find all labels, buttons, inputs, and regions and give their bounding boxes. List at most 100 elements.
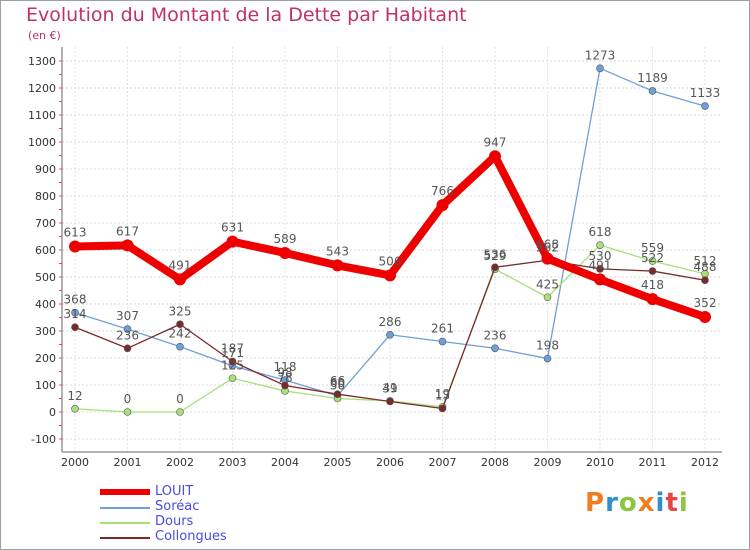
chart-subtitle: (en €) <box>28 29 61 42</box>
data-label: 98 <box>277 366 292 380</box>
legend-label: Collongues <box>155 529 227 544</box>
y-tick-label: 600 <box>35 244 56 257</box>
y-tick-label: 1200 <box>28 82 56 95</box>
data-label: 1273 <box>585 48 616 62</box>
data-label: 613 <box>64 225 87 239</box>
data-point <box>386 330 394 339</box>
data-label: 491 <box>169 258 192 272</box>
data-label: 512 <box>694 254 717 268</box>
data-label: 425 <box>536 277 559 291</box>
chart-title: Evolution du Montant de la Dette par Hab… <box>26 4 467 26</box>
x-tick-label: 2010 <box>586 456 614 469</box>
data-label: 171 <box>221 346 244 360</box>
x-tick-label: 2001 <box>114 456 142 469</box>
data-label: 41 <box>382 381 397 395</box>
data-label: 543 <box>326 244 349 258</box>
data-label: 66 <box>330 374 345 388</box>
x-tick-label: 2009 <box>534 456 562 469</box>
data-label: 198 <box>536 339 559 353</box>
y-tick-label: -100 <box>31 433 56 446</box>
data-point <box>71 308 79 317</box>
data-label: 631 <box>221 221 244 235</box>
data-point <box>123 344 132 353</box>
legend-label: Dours <box>155 514 194 529</box>
logo-letter: r <box>605 488 619 518</box>
data-point <box>648 267 657 275</box>
data-label: 1133 <box>690 86 721 100</box>
data-point <box>436 199 449 212</box>
data-point <box>176 408 184 416</box>
data-point <box>438 337 447 346</box>
data-label: 187 <box>221 342 244 356</box>
data-label: 766 <box>431 184 454 198</box>
data-point <box>491 344 499 353</box>
data-point <box>123 408 132 416</box>
data-label: 562 <box>536 240 559 254</box>
y-tick-label: 500 <box>35 271 56 284</box>
data-label: 529 <box>484 249 507 263</box>
data-label: 236 <box>484 328 507 342</box>
data-label: 236 <box>116 328 139 342</box>
data-point <box>281 381 289 390</box>
data-label: 522 <box>641 251 664 265</box>
data-label: 50 <box>330 379 345 393</box>
logo-letter: i <box>655 488 666 518</box>
data-point <box>699 310 711 323</box>
y-tick-label: 1300 <box>28 55 56 68</box>
data-label: 307 <box>116 309 139 323</box>
data-label: 568 <box>536 238 559 252</box>
data-label: 618 <box>589 225 612 239</box>
y-tick-label: 200 <box>35 352 56 365</box>
x-tick-label: 2002 <box>166 456 194 469</box>
x-tick-label: 2012 <box>691 456 719 469</box>
data-label: 352 <box>694 296 717 310</box>
data-point <box>541 252 554 265</box>
data-label: 60 <box>330 376 345 390</box>
data-point <box>69 240 81 253</box>
y-tick-label: 1100 <box>28 109 56 122</box>
data-label: 78 <box>277 371 292 385</box>
data-point <box>279 246 291 259</box>
legend-label: LOUIT <box>155 484 194 499</box>
data-label: 12 <box>67 389 82 403</box>
data-point <box>226 235 239 248</box>
data-label: 261 <box>431 322 454 336</box>
data-point <box>543 293 552 302</box>
x-tick-label: 2007 <box>429 456 457 469</box>
y-tick-label: 300 <box>35 325 56 338</box>
data-point <box>596 265 604 273</box>
x-tick-label: 2011 <box>639 456 667 469</box>
y-tick-label: 0 <box>49 406 56 419</box>
data-point <box>646 293 659 306</box>
x-tick-label: 2006 <box>376 456 404 469</box>
legend-swatch-louit <box>100 489 150 495</box>
data-point <box>71 323 79 332</box>
data-label: 1189 <box>637 71 668 85</box>
data-label: 314 <box>64 307 87 321</box>
data-label: 418 <box>641 278 664 292</box>
data-point <box>543 354 552 363</box>
data-point <box>176 320 184 329</box>
data-point <box>701 102 709 110</box>
legend-swatch-collongues <box>100 537 150 539</box>
data-point <box>384 269 396 282</box>
data-label: 0 <box>124 392 132 406</box>
data-point <box>596 64 604 73</box>
y-tick-label: 900 <box>35 163 56 176</box>
x-tick-label: 2000 <box>61 456 89 469</box>
data-label: 947 <box>484 135 507 149</box>
data-point <box>596 241 604 249</box>
data-point <box>438 404 447 413</box>
data-point <box>489 150 501 163</box>
x-tick-label: 2008 <box>481 456 509 469</box>
logo-letter: x <box>637 488 656 518</box>
data-point <box>701 276 709 285</box>
data-point <box>174 273 186 286</box>
y-tick-label: 1000 <box>28 136 56 149</box>
data-label: 530 <box>589 249 612 263</box>
data-point <box>594 273 606 286</box>
data-point <box>648 257 657 265</box>
x-tick-label: 2004 <box>271 456 299 469</box>
data-label: 368 <box>64 293 87 307</box>
